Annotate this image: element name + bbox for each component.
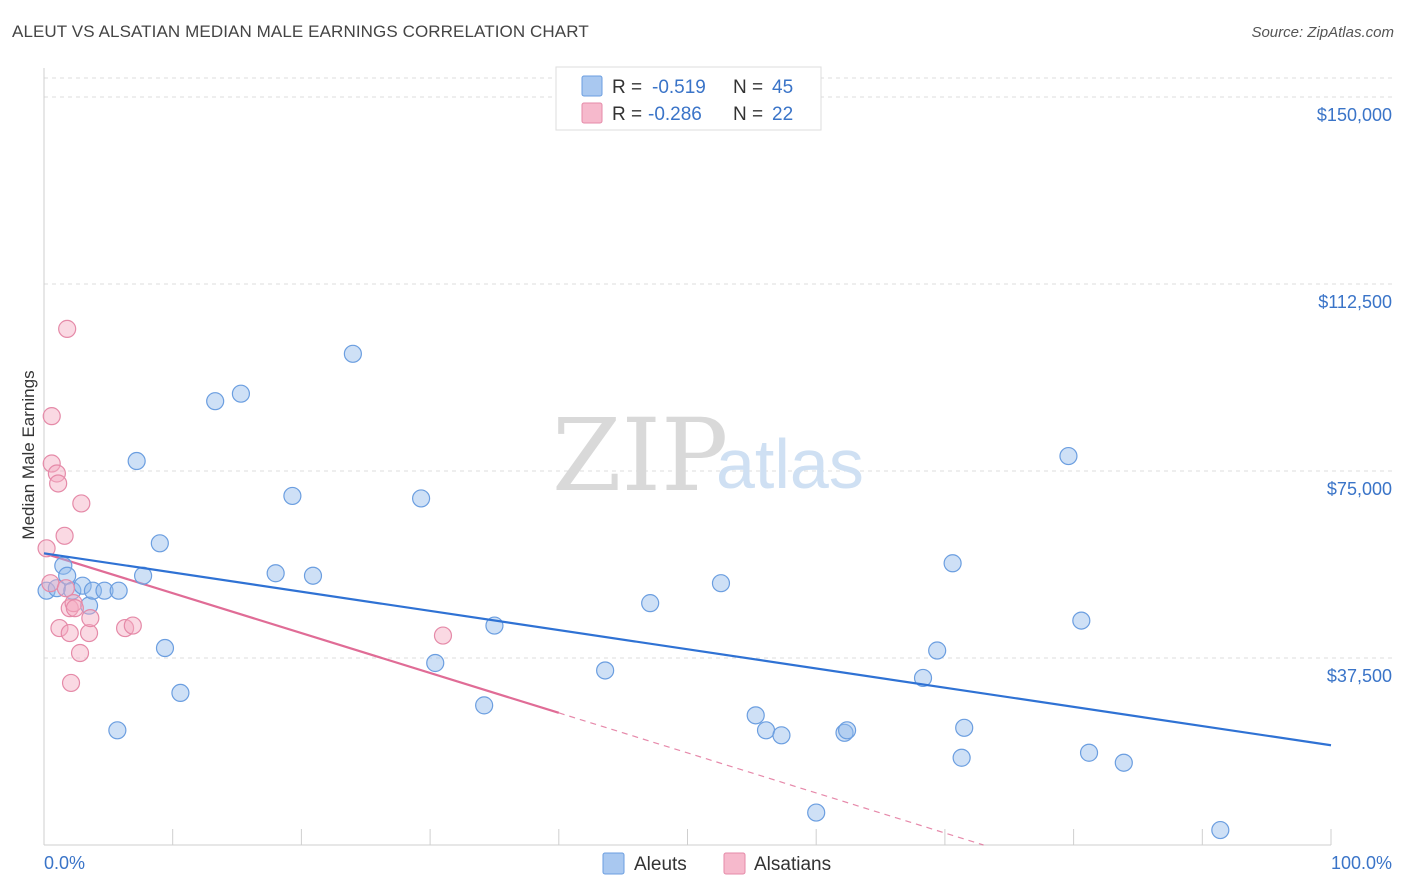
data-point-aleuts [807,803,826,822]
data-point-aleuts [283,486,302,506]
data-point-aleuts [150,534,169,553]
data-point-aleuts [772,726,791,745]
data-point-alsatians [42,454,61,473]
data-point-aleuts [475,696,494,715]
data-point-alsatians [61,673,81,693]
data-point-aleuts [108,721,127,740]
data-point-alsatians [56,579,75,598]
data-point-aleuts [955,718,974,737]
data-point-alsatians [81,609,100,628]
data-point-aleuts [756,721,776,740]
data-point-aleuts [343,344,362,363]
x-tick-label-max: 100.0% [1331,853,1392,873]
data-point-aleuts [952,748,971,767]
watermark-atlas: atlas [716,425,864,503]
data-point-aleuts [1079,743,1099,762]
data-point-aleuts [1114,753,1133,772]
y-tick-label: $112,500 [1318,292,1392,312]
legend-swatch-alsatians [581,102,603,124]
data-point-aleuts [231,384,251,403]
data-point-alsatians [70,643,90,663]
data-point-alsatians [37,539,56,558]
trend-line-alsatians [43,552,560,714]
y-tick-labels: $37,500 $75,000 $112,500 $150,000 [1317,105,1392,686]
data-point-alsatians [433,626,453,645]
trend-line-alsatians-extension [558,712,984,846]
legend-bottom: Aleuts Alsatians [602,852,831,875]
data-point-aleuts [711,574,731,593]
legend-n-value-aleuts: 45 [772,77,793,98]
data-point-alsatians [55,526,74,545]
data-point-aleuts [837,721,857,740]
data-point-aleuts [596,661,615,680]
data-point-aleuts [109,581,128,600]
series-layer [37,319,1332,846]
data-point-aleuts [171,683,190,703]
data-point-aleuts [303,566,323,585]
data-point-aleuts [266,564,285,583]
legend-bottom-swatch-alsatians [723,852,746,875]
data-point-alsatians [41,574,60,593]
data-point-alsatians [72,494,91,513]
legend-bottom-label-alsatians: Alsatians [754,854,831,875]
data-point-alsatians [42,407,61,426]
watermark-zip: ZIP [552,397,728,514]
legend-r-value-alsatians: -0.286 [648,104,702,125]
data-point-alsatians [50,618,69,638]
x-axis-ticks [43,829,1332,845]
data-point-aleuts [411,489,431,508]
legend-r-label-aleuts: R = [612,77,642,98]
chart-source: Source: ZipAtlas.com [1251,24,1394,41]
data-point-aleuts [155,638,175,658]
data-point-aleuts [746,706,765,725]
data-point-alsatians [49,474,68,493]
data-point-aleuts [835,723,854,742]
legend-r-value-aleuts: -0.519 [652,77,706,98]
trend-line-aleuts [43,552,1332,747]
legend-n-label-aleuts: N = [733,77,763,98]
chart-title: ALEUT VS ALSATIAN MEDIAN MALE EARNINGS C… [12,22,589,41]
data-point-aleuts [127,451,146,471]
data-point-aleuts [943,554,962,573]
y-tick-label: $150,000 [1317,105,1392,125]
data-point-aleuts [206,392,225,411]
data-point-aleuts [1211,820,1230,840]
data-point-aleuts [913,668,933,688]
data-point-aleuts [1072,611,1091,630]
data-point-aleuts [426,653,445,673]
legend-r-label-alsatians: R = [612,104,642,125]
data-point-alsatians [65,599,84,618]
data-point-alsatians [123,616,142,635]
x-tick-label-min: 0.0% [44,853,85,873]
legend-n-value-alsatians: 22 [772,104,793,125]
watermark: ZIP atlas [552,397,864,514]
legend-top: R = -0.519 N = 45 R = -0.286 N = 22 [555,66,822,131]
legend-bottom-swatch-aleuts [602,852,625,875]
data-point-aleuts [1059,446,1078,466]
data-point-aleuts [641,594,660,613]
y-axis-label: Median Male Earnings [19,370,38,539]
data-point-alsatians [79,623,99,643]
data-point-alsatians [60,623,79,643]
legend-bottom-label-aleuts: Aleuts [634,854,687,875]
data-point-aleuts [928,641,947,660]
data-point-alsatians [58,319,77,338]
y-tick-label: $75,000 [1327,479,1392,499]
legend-n-label-alsatians: N = [733,104,763,125]
legend-swatch-aleuts [581,75,603,97]
data-point-aleuts [95,581,114,600]
y-tick-label: $37,500 [1327,666,1392,686]
gridlines [44,77,1392,659]
